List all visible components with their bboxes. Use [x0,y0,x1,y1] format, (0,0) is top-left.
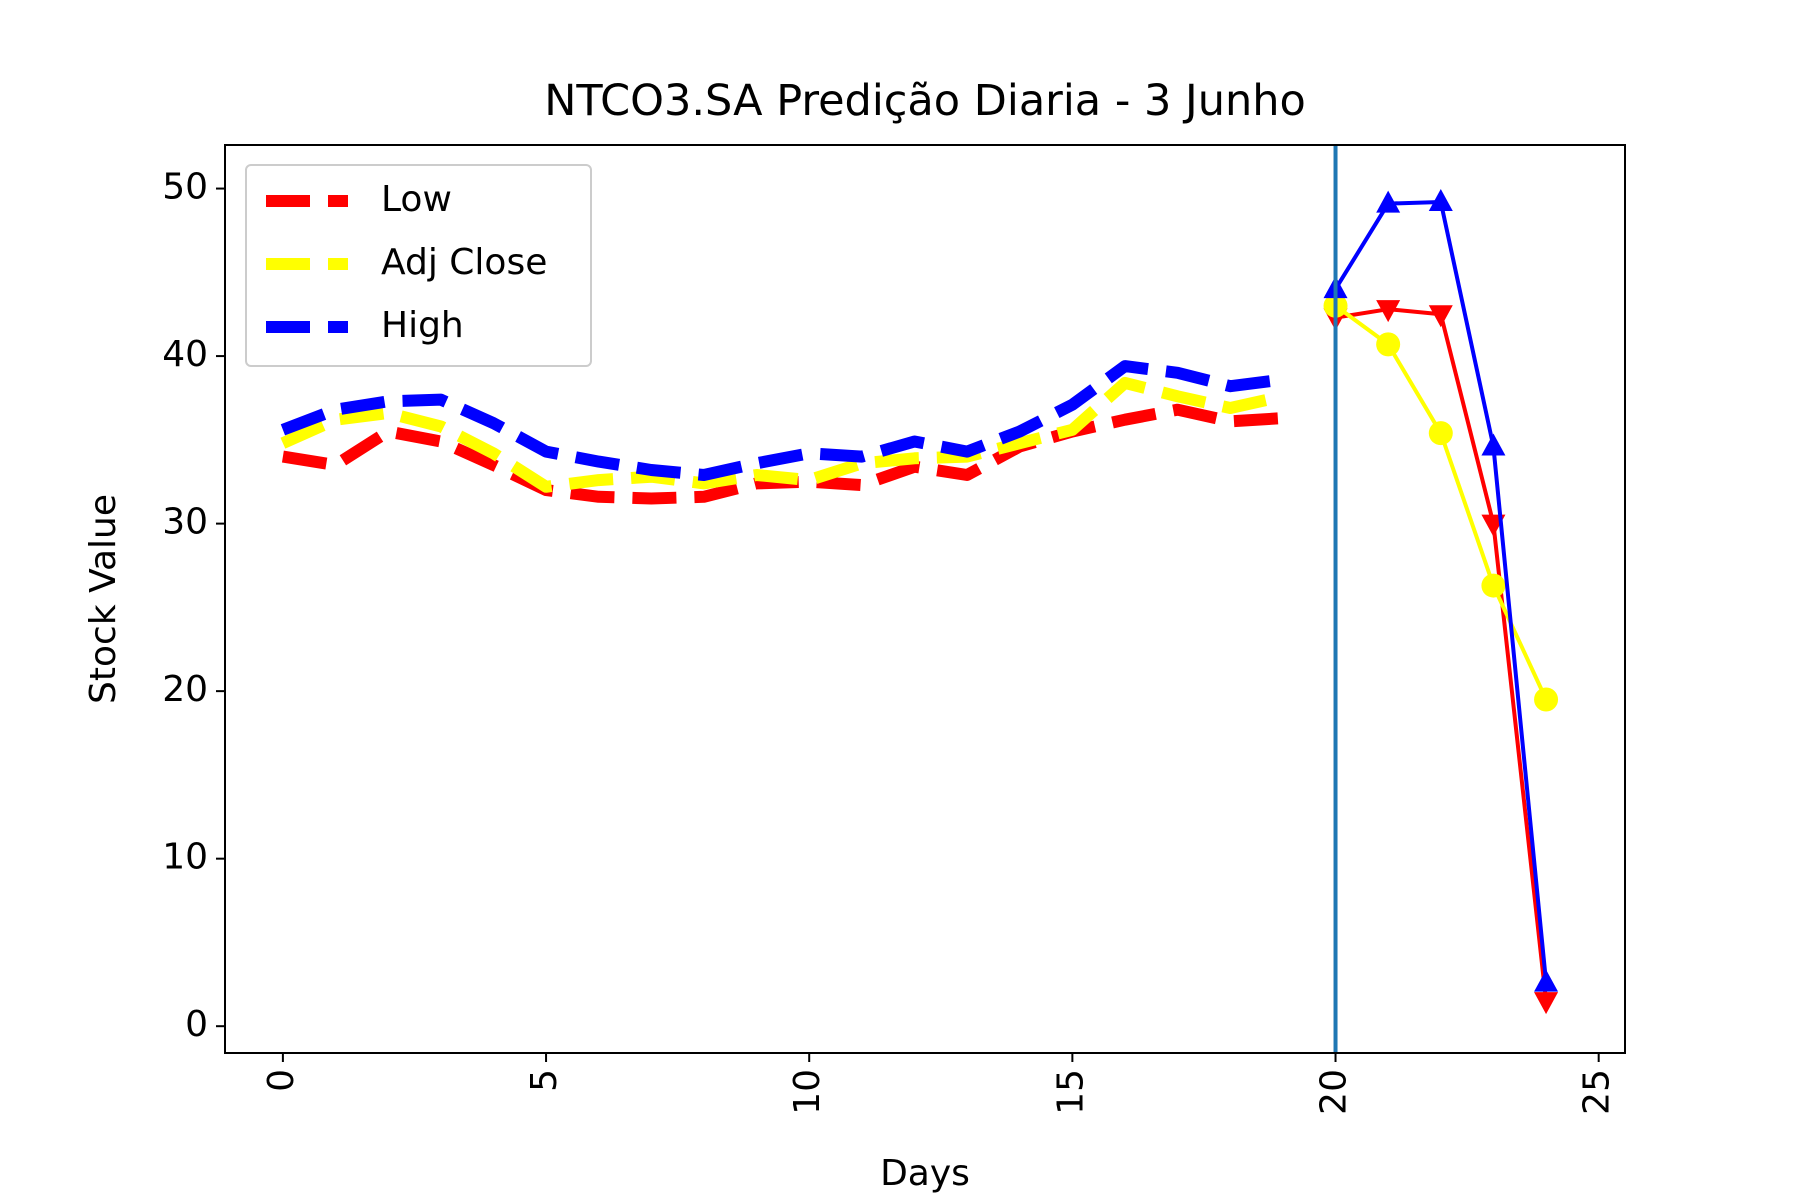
y-axis-title: Stock Value [83,494,124,704]
x-tick-label: 0 [261,1069,302,1092]
legend-label-high: High [381,305,464,346]
series-line-historical-high [280,360,1284,481]
y-axis: 0 10 20 30 40 50 [162,167,225,1045]
axes-frame [224,144,1626,1054]
series-line-historical-adj-close [280,376,1285,493]
data-point-low [1376,300,1401,323]
chart-title: NTCO3.SA Predição Diaria - 3 Junho [544,76,1306,126]
data-point-high [1534,969,1559,992]
legend: Low Adj Close High [245,164,592,367]
x-axis-title: Days [880,1153,970,1194]
x-axis: 0 5 10 15 20 25 [261,1053,1618,1115]
y-tick-label: 10 [162,837,208,878]
data-point-low [1534,992,1559,1015]
data-point-adj-close [1481,573,1506,598]
data-point-high [1481,433,1506,456]
data-point-adj-close [1428,421,1453,446]
y-tick-label: 20 [162,669,208,710]
y-tick-label: 40 [162,334,208,375]
legend-label-low: Low [381,179,452,220]
data-point-adj-close [1376,332,1401,357]
x-tick-label: 5 [524,1069,565,1092]
y-tick-label: 50 [162,167,208,208]
data-point-high [1428,188,1453,211]
data-point-high [1376,190,1401,213]
data-point-low [1428,305,1453,328]
x-tick-label: 15 [1050,1069,1091,1115]
data-point-adj-close [1534,687,1559,712]
legend-box [245,164,592,367]
legend-label-adj-close: Adj Close [381,242,547,283]
x-tick-label: 10 [787,1069,828,1115]
y-tick-label: 30 [162,502,208,543]
y-tick-label: 0 [185,1004,208,1045]
plot-area [280,145,1559,1053]
x-tick-label: 25 [1577,1069,1618,1115]
x-tick-label: 20 [1314,1069,1355,1115]
